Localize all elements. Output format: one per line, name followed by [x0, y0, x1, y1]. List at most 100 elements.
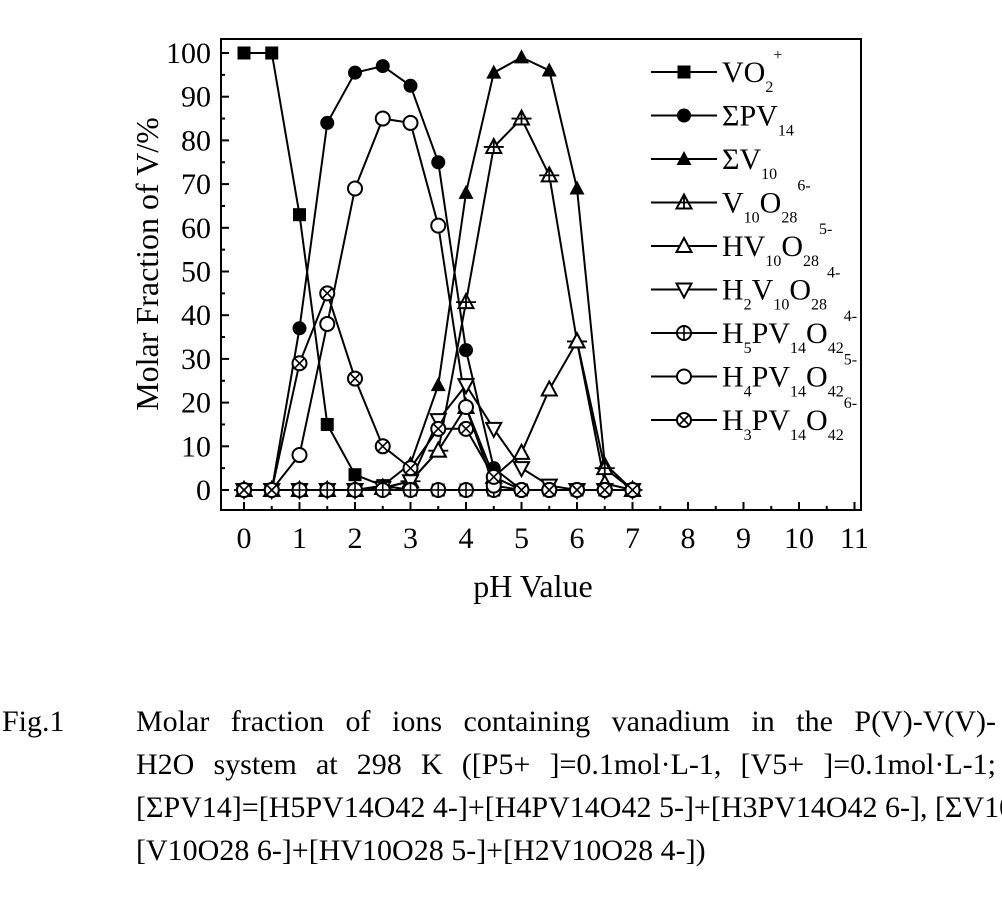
data-point [458, 482, 474, 498]
data-point [320, 115, 335, 130]
data-point [430, 377, 446, 392]
caption-text-4: [V10O28 6-]+[HV10O28 5-]+[H2V10O28 4-]) [136, 834, 706, 867]
legend-marker [677, 65, 691, 79]
x-tick-label: 8 [681, 522, 696, 555]
legend-entry: H5PV14O424- [651, 308, 857, 357]
data-point [458, 420, 474, 437]
legend-marker [676, 368, 692, 385]
y-axis-label: Molar Fraction of V/% [129, 117, 165, 411]
data-point [263, 482, 280, 498]
data-point [319, 482, 336, 498]
legend-entry: ΣV10 [651, 143, 777, 183]
data-point [456, 291, 476, 310]
legend-entry: ΣPV14 [651, 100, 794, 140]
data-point [486, 64, 502, 79]
data-point [596, 482, 613, 498]
legend-label: H5PV14O424- [722, 308, 857, 357]
caption-line-1: Fig.1 Molar fraction of ions containing … [0, 700, 1002, 743]
data-point [374, 438, 391, 455]
legend-label: ΣV10 [722, 143, 777, 183]
legend-marker [676, 412, 692, 428]
data-point [319, 285, 336, 302]
x-tick-label: 9 [736, 522, 751, 555]
data-point [292, 321, 307, 336]
legend-label: VO2+ [722, 47, 782, 96]
data-point [430, 482, 447, 498]
y-tick-label: 0 [196, 474, 211, 507]
data-point [539, 165, 560, 183]
caption-text-3: [ΣPV14]=[H5PV14O42 4-]+[H4PV14O42 5-]+[H… [136, 791, 1002, 824]
data-point [541, 482, 558, 498]
data-point [567, 331, 587, 349]
series-markers [234, 46, 643, 501]
data-point [347, 482, 363, 498]
y-tick-label: 70 [181, 168, 211, 201]
legend-marker [674, 235, 694, 253]
legend-entry: V10O286- [651, 178, 811, 227]
y-tick-label: 60 [181, 212, 211, 245]
legend: VO2+ΣPV14ΣV10V10O286-HV10O285-H2V10O284-… [651, 47, 857, 444]
data-point [429, 440, 448, 458]
data-point [541, 62, 557, 77]
x-tick-label: 2 [348, 522, 363, 555]
data-point [430, 420, 447, 437]
data-point [320, 417, 334, 431]
data-point [265, 46, 279, 60]
y-tick-label: 80 [181, 124, 211, 157]
x-tick-label: 6 [570, 522, 585, 555]
data-point [569, 482, 585, 498]
y-tick-label: 20 [181, 387, 211, 420]
data-point [624, 482, 641, 498]
x-tick-label: 4 [459, 522, 474, 555]
y-tick-label: 90 [181, 81, 211, 114]
data-point [458, 184, 474, 199]
data-point [291, 482, 308, 498]
data-point [569, 180, 585, 195]
plot-frame [220, 38, 862, 511]
data-point [403, 78, 418, 93]
x-axis-label: pH Value [473, 568, 592, 604]
data-point [402, 114, 419, 131]
caption-text-2: H2O system at 298 K ([P5+ ]=0.1mol·L-1, … [136, 748, 996, 781]
legend-marker [674, 192, 694, 210]
legend-marker [674, 282, 694, 300]
legend-marker [676, 151, 692, 165]
legend-entry: H3PV14O426- [651, 395, 857, 444]
series-points-6 [234, 378, 642, 501]
data-point [348, 65, 362, 80]
data-point [374, 110, 391, 127]
data-point [514, 49, 529, 64]
data-point [319, 315, 336, 332]
data-point [456, 378, 476, 396]
data-point [513, 482, 530, 498]
figure-caption: Fig.1 Molar fraction of ions containing … [0, 700, 1002, 872]
caption-line-4: [V10O28 6-]+[HV10O28 5-]+[H2V10O28 4-]) [0, 829, 1002, 872]
legend-entry: VO2+ [651, 47, 782, 96]
legend-label: H4PV14O425- [722, 352, 857, 401]
data-point [374, 482, 391, 498]
y-tick-label: 100 [166, 37, 211, 70]
data-point [402, 482, 419, 498]
data-point [511, 108, 532, 126]
legend-marker [677, 108, 691, 123]
data-point [458, 398, 474, 415]
plot-area: 0 1 2 3 4 5 6 7 8 9 10 11 0 10 20 30 40 50 60 70 80 90 100 [166, 37, 869, 555]
legend-label: H2V10O284- [722, 265, 840, 314]
y-tick-label: 10 [181, 430, 211, 463]
data-point [237, 46, 251, 60]
legend-entry: H4PV14O425- [651, 352, 857, 401]
data-point [594, 458, 615, 476]
data-point [291, 447, 308, 464]
axis-ticks: 0 1 2 3 4 5 6 7 8 9 10 11 0 10 20 30 40 50 60 70 80 90 100 [166, 37, 869, 555]
x-tick-label: 3 [403, 522, 418, 555]
caption-line-3: [ΣPV14]=[H5PV14O42 4-]+[H4PV14O42 5-]+[H… [0, 786, 1002, 829]
data-point [485, 468, 502, 485]
x-tick-label: 0 [237, 522, 252, 555]
data-point [236, 482, 252, 498]
x-tick-label: 5 [514, 522, 529, 555]
series-points-9 [236, 285, 641, 498]
y-tick-label: 50 [181, 256, 211, 289]
data-point [375, 59, 390, 74]
data-point [402, 460, 419, 477]
legend-entry: H2V10O284- [651, 265, 840, 314]
